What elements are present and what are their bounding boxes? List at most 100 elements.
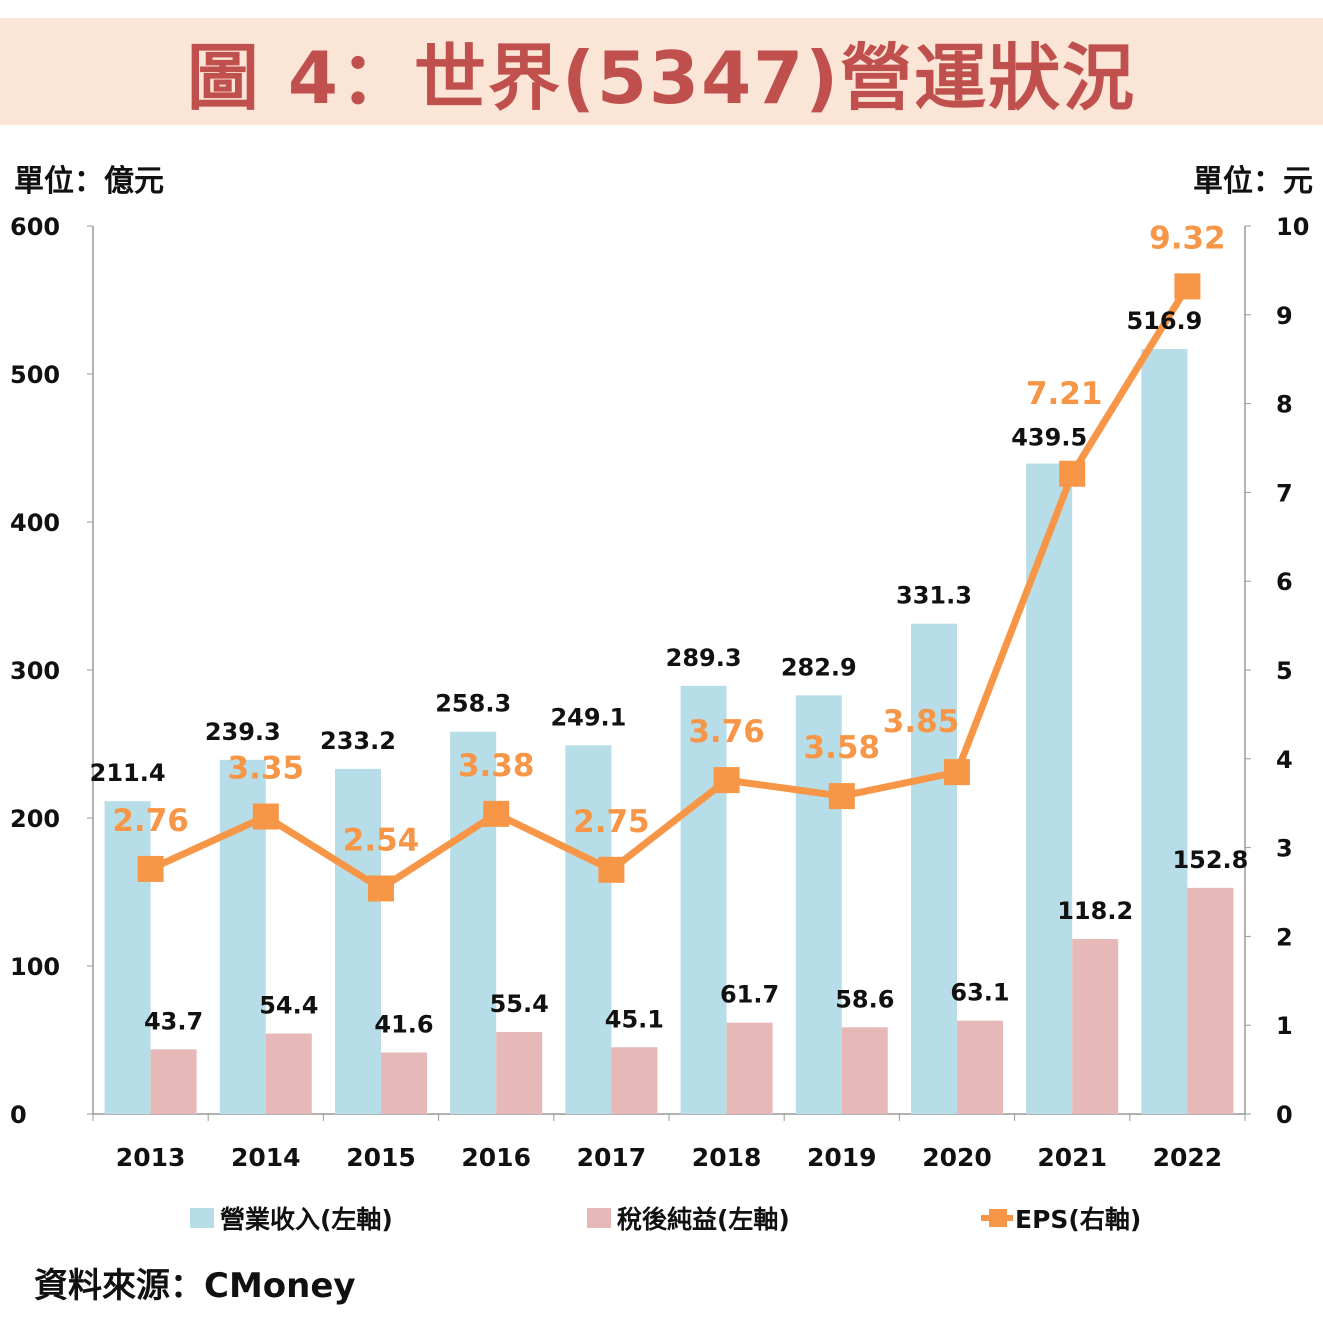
left-tick-label: 600 <box>10 213 60 241</box>
x-tick-label: 2013 <box>116 1143 186 1172</box>
left-tick-label: 300 <box>10 657 60 685</box>
eps-point <box>252 803 279 830</box>
revenue-bar <box>1141 348 1188 1114</box>
eps-point <box>944 759 970 786</box>
eps-point <box>1059 460 1086 487</box>
revenue-data-label: 258.3 <box>435 690 511 718</box>
revenue-bar <box>1026 463 1073 1114</box>
x-tick-label: 2019 <box>807 1143 877 1172</box>
net-income-bar <box>381 1052 427 1114</box>
net-income-bar <box>150 1049 197 1114</box>
right-tick-label: 10 <box>1276 213 1309 241</box>
net-income-bar <box>265 1033 312 1114</box>
revenue-data-label: 439.5 <box>1011 424 1087 452</box>
net-income-bar <box>841 1027 888 1114</box>
x-tick-label: 2016 <box>461 1143 531 1172</box>
net-income-data-label: 45.1 <box>605 1005 664 1033</box>
net-income-data-label: 63.1 <box>950 979 1009 1007</box>
right-tick-label: 5 <box>1276 657 1293 685</box>
net-income-data-label: 58.6 <box>835 985 894 1013</box>
legend-label: 稅後純益(左軸) <box>617 1205 790 1234</box>
revenue-bar <box>911 623 957 1114</box>
eps-data-label: 2.76 <box>112 803 189 839</box>
net-income-data-label: 55.4 <box>490 990 549 1018</box>
eps-data-label: 3.35 <box>228 751 305 787</box>
legend-label: EPS(右軸) <box>1015 1205 1141 1234</box>
x-tick-label: 2021 <box>1037 1143 1107 1172</box>
eps-point <box>828 783 855 810</box>
revenue-bar <box>795 695 842 1114</box>
net-income-data-label: 54.4 <box>259 991 318 1019</box>
chart-title: 圖 4：世界(5347)營運狀況 <box>186 36 1137 120</box>
net-income-bar <box>1072 939 1119 1114</box>
eps-data-label: 3.85 <box>883 704 960 740</box>
revenue-data-label: 249.1 <box>550 703 626 731</box>
revenue-data-label: 233.2 <box>320 727 396 755</box>
left-tick-label: 400 <box>10 509 60 537</box>
eps-data-label: 7.21 <box>1026 376 1103 412</box>
eps-point <box>137 855 164 882</box>
legend-swatch <box>587 1208 611 1228</box>
right-tick-label: 4 <box>1276 746 1293 774</box>
revenue-bar <box>104 801 151 1114</box>
right-tick-label: 1 <box>1276 1012 1293 1040</box>
eps-line <box>149 284 1191 893</box>
net-income-bar <box>957 1020 1003 1114</box>
eps-point <box>1174 273 1201 300</box>
eps-data-label: 3.76 <box>688 714 765 750</box>
revenue-data-label: 289.3 <box>666 644 742 672</box>
left-tick-label: 200 <box>10 805 60 833</box>
right-tick-label: 2 <box>1276 923 1293 951</box>
source-label: 資料來源：CMoney <box>34 1266 356 1306</box>
net-income-bar <box>496 1032 543 1114</box>
legend-swatch <box>190 1208 214 1228</box>
x-tick-label: 2017 <box>577 1143 647 1172</box>
net-income-data-label: 118.2 <box>1057 897 1133 925</box>
right-tick-label: 9 <box>1276 302 1293 330</box>
left-tick-label: 100 <box>10 953 60 981</box>
left-unit-label: 單位：億元 <box>14 164 164 199</box>
revenue-bar <box>335 768 381 1114</box>
eps-data-label: 3.58 <box>804 730 881 766</box>
revenue-bar <box>450 731 497 1114</box>
right-unit-label: 單位：元 <box>1193 164 1313 199</box>
revenue-data-label: 239.3 <box>205 718 281 746</box>
revenue-data-label: 516.9 <box>1126 307 1202 335</box>
revenue-data-label: 211.4 <box>90 759 166 787</box>
eps-data-label: 3.38 <box>458 748 535 784</box>
net-income-bar <box>611 1047 658 1114</box>
left-tick-label: 500 <box>10 361 60 389</box>
net-income-data-label: 61.7 <box>720 981 779 1009</box>
eps-point <box>598 856 625 883</box>
right-tick-label: 8 <box>1276 391 1293 419</box>
net-income-data-label: 43.7 <box>144 1007 203 1035</box>
x-tick-label: 2014 <box>231 1143 301 1172</box>
revenue-data-label: 331.3 <box>896 582 972 610</box>
right-tick-label: 7 <box>1276 479 1293 507</box>
revenue-data-label: 282.9 <box>781 653 857 681</box>
right-tick-label: 6 <box>1276 568 1293 596</box>
legend-label: 營業收入(左軸) <box>220 1205 393 1234</box>
left-tick-label: 0 <box>10 1101 27 1129</box>
x-tick-label: 2015 <box>346 1143 416 1172</box>
net-income-data-label: 152.8 <box>1172 846 1248 874</box>
eps-point <box>713 767 740 794</box>
x-tick-label: 2022 <box>1153 1143 1223 1172</box>
right-tick-label: 3 <box>1276 835 1293 863</box>
x-tick-label: 2018 <box>692 1143 762 1172</box>
revenue-bar <box>565 745 612 1114</box>
revenue-bar <box>680 685 727 1114</box>
eps-point <box>368 875 394 902</box>
x-tick-label: 2020 <box>922 1143 992 1172</box>
eps-data-label: 2.75 <box>573 804 650 840</box>
legend-marker <box>989 1209 1007 1227</box>
net-income-bar <box>726 1022 773 1114</box>
net-income-data-label: 41.6 <box>374 1010 433 1038</box>
eps-data-label: 2.54 <box>343 822 420 858</box>
eps-point <box>483 800 510 827</box>
title-band: 圖 4：世界(5347)營運狀況 <box>0 18 1323 125</box>
right-tick-label: 0 <box>1276 1101 1293 1129</box>
eps-data-label: 9.32 <box>1149 220 1226 256</box>
net-income-bar <box>1187 887 1234 1114</box>
